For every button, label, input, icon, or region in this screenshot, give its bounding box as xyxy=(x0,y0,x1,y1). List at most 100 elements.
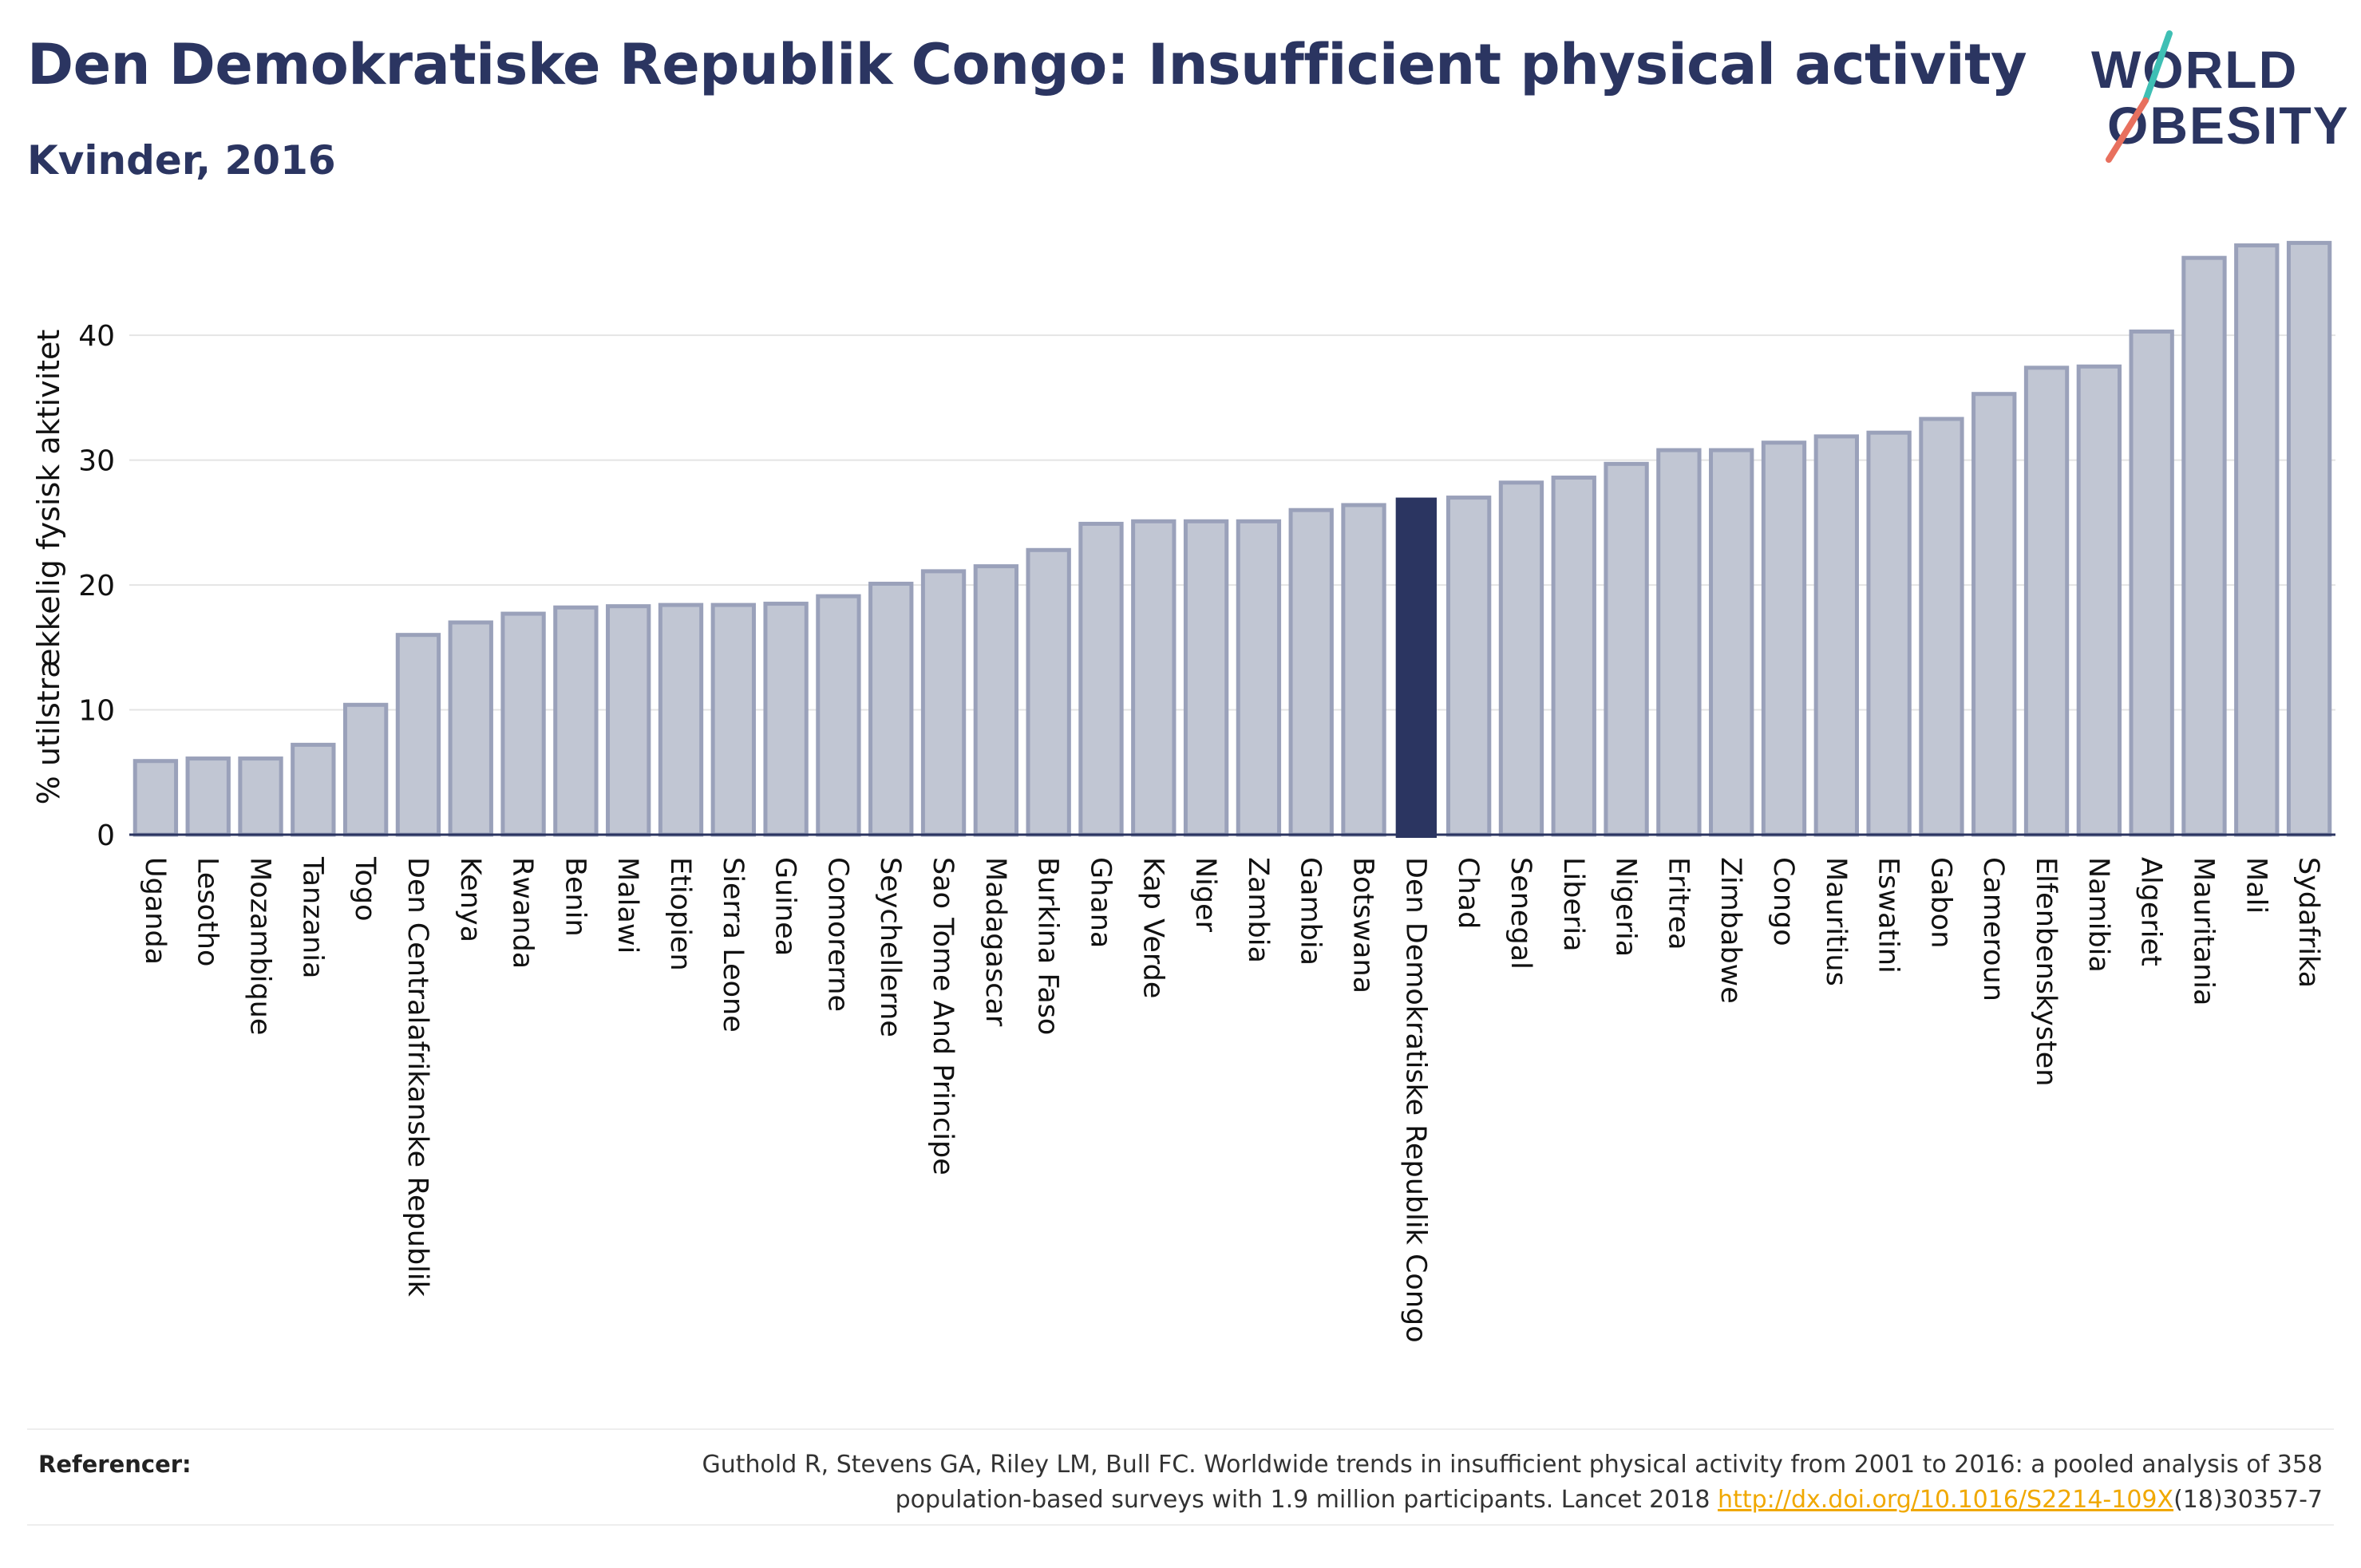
bar xyxy=(553,605,599,837)
bar xyxy=(1183,519,1229,837)
y-tick-label: 0 xyxy=(97,820,115,852)
x-tick-label: Tanzania xyxy=(296,856,328,978)
logo-slash-teal xyxy=(2142,30,2173,104)
x-tick-label: Niger xyxy=(1189,857,1221,933)
x-tick-label: Algeriet xyxy=(2135,857,2167,966)
logo-word-obesity: OBESITY xyxy=(2107,96,2347,155)
references-line-2-text: population-based surveys with 1.9 millio… xyxy=(895,1486,1718,1514)
references-divider-bottom xyxy=(27,1524,2334,1526)
bar xyxy=(1498,480,1544,837)
y-tick-label: 30 xyxy=(78,445,115,478)
references-line-1: Guthold R, Stevens GA, Riley LM, Bull FC… xyxy=(702,1451,2323,1479)
bar xyxy=(500,611,546,837)
x-tick-label: Chad xyxy=(1452,857,1484,929)
chart-title: Den Demokratiske Republik Congo: Insuffi… xyxy=(27,32,2027,97)
x-tick-label: Lesotho xyxy=(192,857,223,966)
x-tick-label: Malawi xyxy=(611,857,643,954)
bar xyxy=(2181,255,2227,837)
x-tick-label: Burkina Faso xyxy=(1032,857,1064,1035)
bar xyxy=(658,602,704,837)
bar xyxy=(185,756,231,837)
bar xyxy=(1971,392,2017,837)
x-tick-label: Mali xyxy=(2240,857,2272,914)
bar xyxy=(1026,547,1071,837)
bar xyxy=(1341,503,1386,837)
x-tick-label: Eritrea xyxy=(1662,857,1694,950)
x-tick-label: Uganda xyxy=(139,857,171,965)
references-line-2: population-based surveys with 1.9 millio… xyxy=(487,1483,2323,1518)
bar xyxy=(2129,329,2174,837)
bar xyxy=(2076,364,2122,837)
bar xyxy=(816,594,861,837)
bar xyxy=(448,620,493,837)
bar xyxy=(1656,448,1702,837)
x-tick-label: Botswana xyxy=(1347,857,1379,993)
x-tick-label: Gabon xyxy=(1924,857,1956,948)
x-tick-label: Mauritius xyxy=(1820,857,1852,986)
references-divider-top xyxy=(27,1428,2334,1430)
world-obesity-logo: WORLD OBESITY xyxy=(2091,30,2347,163)
bar xyxy=(1761,440,1807,837)
y-axis-label: % utilstrækkelig fysisk aktivitet xyxy=(31,330,66,805)
references-text: Guthold R, Stevens GA, Riley LM, Bull FC… xyxy=(487,1448,2323,1518)
bar xyxy=(868,582,914,837)
bar xyxy=(606,604,651,837)
x-tick-label: Seychellerne xyxy=(874,857,906,1037)
x-tick-label: Sydafrika xyxy=(2292,857,2324,988)
y-tick-label: 40 xyxy=(78,320,115,353)
bar xyxy=(1078,521,1124,837)
x-tick-label: Kenya xyxy=(454,857,486,942)
logo-slash-coral xyxy=(2106,97,2149,163)
x-tick-label: Benin xyxy=(559,857,591,937)
x-tick-label: Elfenbenskysten xyxy=(2030,857,2062,1086)
bar xyxy=(973,564,1019,837)
bar xyxy=(920,569,967,837)
references-line-2-suffix: (18)30357-7 xyxy=(2173,1486,2323,1514)
bar-highlight xyxy=(1395,497,1437,838)
x-tick-label: Mauritania xyxy=(2187,857,2219,1005)
bar xyxy=(1445,496,1492,837)
x-tick-label: Mozambique xyxy=(244,857,276,1035)
x-tick-label: Zambia xyxy=(1242,857,1274,963)
bar xyxy=(763,602,809,837)
x-tick-label: Liberia xyxy=(1557,857,1589,952)
bar xyxy=(1288,508,1334,837)
bar xyxy=(1813,434,1859,837)
x-tick-label: Zimbabwe xyxy=(1714,857,1746,1004)
bar xyxy=(2286,240,2332,837)
x-tick-label: Togo xyxy=(349,856,381,921)
x-tick-label: Ghana xyxy=(1084,857,1116,948)
bar xyxy=(238,756,283,837)
x-tick-label: Rwanda xyxy=(507,857,539,969)
x-tick-label: Cameroun xyxy=(1977,857,2009,1001)
bar xyxy=(1551,476,1596,837)
x-tick-label: Sierra Leone xyxy=(717,857,749,1033)
bar xyxy=(342,702,389,837)
bar xyxy=(1919,417,1964,837)
bar-chart: 0 10 20 30 40 % utilstrækkelig fysisk aktivit… xyxy=(31,240,2335,1343)
bar xyxy=(1131,519,1177,837)
references-label: Referencer: xyxy=(38,1451,192,1478)
bar xyxy=(395,633,441,837)
x-tick-label: Madagascar xyxy=(979,857,1011,1027)
x-tick-label: Sao Tome And Principe xyxy=(927,857,959,1175)
bar xyxy=(1236,519,1282,837)
bar xyxy=(2234,243,2280,837)
x-tick-label: Etiopien xyxy=(664,857,696,971)
bar xyxy=(132,759,179,837)
x-tick-label: Nigeria xyxy=(1610,857,1642,957)
bar xyxy=(2023,365,2070,837)
y-tick-label: 20 xyxy=(78,570,115,602)
logo-word-world: WORLD xyxy=(2091,40,2298,99)
bar xyxy=(710,602,756,837)
bar xyxy=(1866,430,1912,837)
chart-subtitle: Kvinder, 2016 xyxy=(27,137,336,184)
x-tick-label: Eswatini xyxy=(1873,857,1904,974)
x-tick-label: Comorerne xyxy=(821,857,853,1012)
bar xyxy=(1604,461,1649,837)
doi-link[interactable]: http://dx.doi.org/10.1016/S2214-109X xyxy=(1718,1486,2174,1514)
x-tick-label: Kap Verde xyxy=(1137,857,1169,998)
x-tick-label: Den Centralafrikanske Republik xyxy=(401,857,433,1297)
y-tick-label: 10 xyxy=(78,695,115,728)
x-tick-label: Congo xyxy=(1767,857,1799,946)
